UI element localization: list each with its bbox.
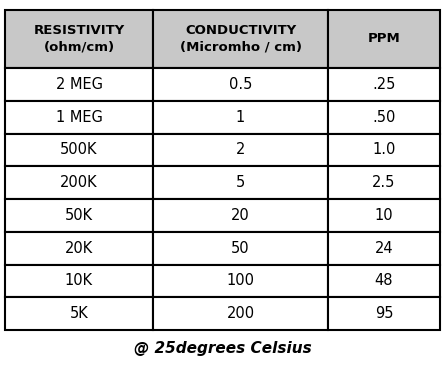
Text: 10K: 10K (65, 273, 93, 288)
Text: PPM: PPM (368, 33, 400, 46)
Bar (328, 199, 440, 232)
Text: 5K: 5K (69, 306, 89, 321)
Bar (153, 232, 328, 264)
Bar (328, 10, 440, 68)
Text: 100: 100 (227, 273, 255, 288)
Text: 2 MEG: 2 MEG (56, 77, 102, 92)
Bar (5, 134, 153, 166)
Text: 24: 24 (375, 241, 393, 256)
Text: .25: .25 (372, 77, 396, 92)
Text: .50: .50 (372, 110, 396, 125)
Bar (153, 10, 328, 68)
Text: 95: 95 (375, 306, 393, 321)
Bar (153, 297, 328, 330)
Bar (5, 264, 153, 297)
Bar (5, 68, 153, 101)
Bar (153, 134, 328, 166)
Bar (153, 68, 328, 101)
Text: 0.5: 0.5 (229, 77, 252, 92)
Text: @ 25degrees Celsius: @ 25degrees Celsius (134, 341, 312, 356)
Text: 10: 10 (375, 208, 393, 223)
Text: 1: 1 (236, 110, 245, 125)
Text: 50: 50 (231, 241, 250, 256)
Bar (153, 166, 328, 199)
Bar (5, 199, 153, 232)
Bar (328, 264, 440, 297)
Bar (328, 134, 440, 166)
Text: 2.5: 2.5 (372, 175, 396, 190)
Text: 48: 48 (375, 273, 393, 288)
Bar (328, 68, 440, 101)
Text: CONDUCTIVITY
(Micromho / cm): CONDUCTIVITY (Micromho / cm) (179, 24, 302, 54)
Bar (153, 199, 328, 232)
Text: 200K: 200K (60, 175, 98, 190)
Text: RESISTIVITY
(ohm/cm): RESISTIVITY (ohm/cm) (33, 24, 125, 54)
Text: 2: 2 (236, 142, 245, 158)
Bar (328, 166, 440, 199)
Text: 5: 5 (236, 175, 245, 190)
Text: 1.0: 1.0 (372, 142, 396, 158)
Bar (5, 101, 153, 134)
Bar (5, 297, 153, 330)
Bar (5, 166, 153, 199)
Text: 20: 20 (231, 208, 250, 223)
Text: 200: 200 (227, 306, 255, 321)
Bar (5, 10, 153, 68)
Bar (153, 264, 328, 297)
Bar (328, 232, 440, 264)
Text: 50K: 50K (65, 208, 93, 223)
Bar (328, 297, 440, 330)
Bar (5, 232, 153, 264)
Bar (153, 101, 328, 134)
Text: 1 MEG: 1 MEG (56, 110, 102, 125)
Text: 500K: 500K (60, 142, 98, 158)
Text: 20K: 20K (65, 241, 93, 256)
Bar (328, 101, 440, 134)
